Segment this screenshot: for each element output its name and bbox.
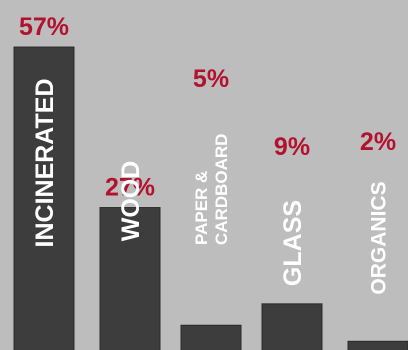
bar-paper-and-cardboard: [180, 324, 242, 350]
bar-organics: [347, 340, 408, 350]
category-labels-group: INCINERATED WOOD PAPER &CARDBOARD GLASS ORGA…: [31, 79, 391, 295]
category-label-wood: WOOD: [117, 161, 145, 242]
svg-text:ORGANICS: ORGANICS: [368, 181, 391, 294]
category-label-glass: GLASS: [279, 200, 307, 286]
bars-group: [13, 46, 408, 350]
svg-text:PAPER &CARDBOARD: PAPER &CARDBOARD: [192, 134, 231, 245]
svg-text:WOOD: WOOD: [117, 161, 145, 242]
bar-glass: [261, 303, 323, 350]
category-label-organics: ORGANICS: [368, 181, 391, 294]
svg-text:INCINERATED: INCINERATED: [31, 79, 59, 248]
value-label-incinerated: 57%: [19, 13, 69, 41]
bar-incinerated: [13, 46, 75, 350]
value-label-organics: 2%: [360, 128, 396, 156]
category-label-paper-and-cardboard: PAPER &CARDBOARD: [192, 134, 231, 245]
bar-wood: [99, 207, 161, 350]
category-label-incinerated: INCINERATED: [31, 79, 59, 248]
value-label-wood: 27%: [105, 174, 155, 202]
value-label-paper-and-cardboard: 5%: [193, 65, 229, 93]
svg-text:GLASS: GLASS: [279, 200, 307, 286]
value-label-glass: 9%: [274, 133, 310, 161]
value-labels-group: 57% 27% 5% 9% 2%: [19, 13, 396, 202]
